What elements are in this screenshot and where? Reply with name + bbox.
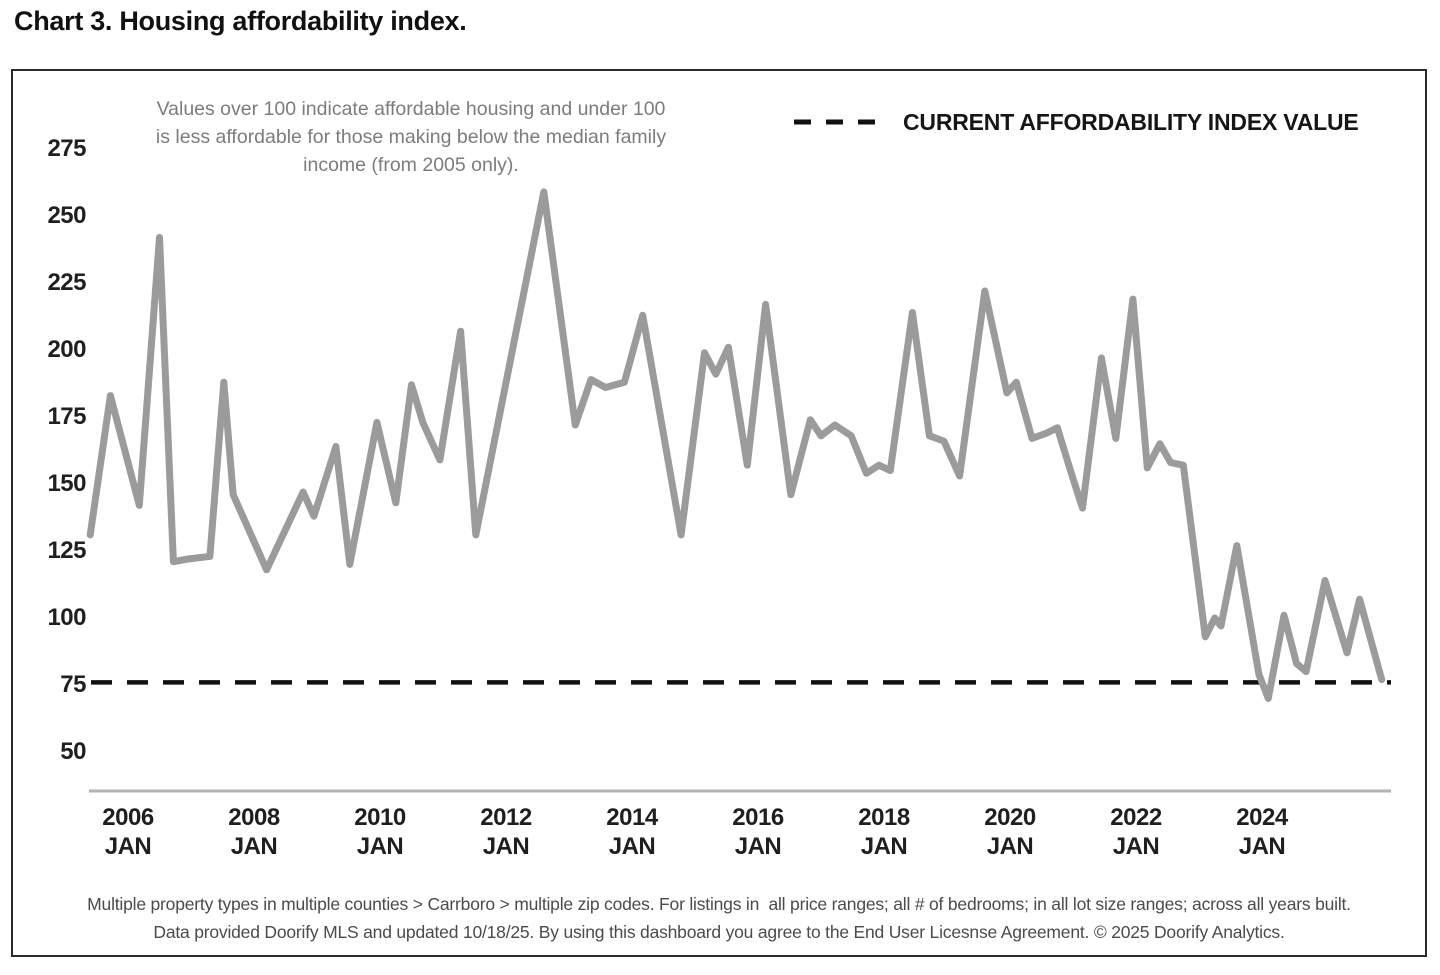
x-tick-month: JAN <box>734 833 782 860</box>
x-tick-year: 2024 <box>1236 804 1288 831</box>
x-tick-month: JAN <box>356 833 404 860</box>
affordability-plot <box>86 188 1391 793</box>
x-tick-year: 2018 <box>858 804 910 831</box>
x-tick-label: 2006 JAN <box>102 803 154 861</box>
footer-attribution-line: Data provided Doorify MLS and updated 10… <box>153 921 1285 942</box>
legend-dash-icon <box>794 119 882 125</box>
x-tick-label: 2020 JAN <box>984 803 1036 861</box>
x-tick-year: 2006 <box>102 804 154 831</box>
x-tick-year: 2012 <box>480 804 532 831</box>
x-tick-year: 2008 <box>228 804 280 831</box>
x-tick-month: JAN <box>1112 833 1160 860</box>
x-tick-month: JAN <box>104 833 152 860</box>
x-tick-label: 2012 JAN <box>480 803 532 861</box>
legend: CURRENT AFFORDABILITY INDEX VALUE <box>793 107 1359 137</box>
annotation-line-2: is less affordable for those making belo… <box>155 126 667 148</box>
annotation-line-1: Values over 100 indicate affordable hous… <box>156 98 666 120</box>
x-tick-month: JAN <box>986 833 1034 860</box>
chart-panel: Values over 100 indicate affordable hous… <box>11 69 1427 957</box>
x-tick-month: JAN <box>1238 833 1286 860</box>
y-tick-label: 100 <box>47 604 86 631</box>
y-tick-label: 200 <box>47 336 86 363</box>
x-tick-year: 2010 <box>354 804 406 831</box>
x-tick-month: JAN <box>860 833 908 860</box>
page-title: Chart 3. Housing affordability index. <box>14 6 467 36</box>
y-tick-label: 125 <box>47 537 86 564</box>
x-tick-label: 2024 JAN <box>1236 803 1288 861</box>
y-tick-label: 250 <box>47 202 86 229</box>
x-tick-label: 2008 JAN <box>228 803 280 861</box>
x-tick-month: JAN <box>230 833 278 860</box>
legend-label: CURRENT AFFORDABILITY INDEX VALUE <box>903 108 1359 135</box>
chart-annotation: Values over 100 indicate affordable hous… <box>121 95 701 179</box>
chart-footer: Multiple property types in multiple coun… <box>13 891 1425 946</box>
y-tick-label: 75 <box>60 671 86 698</box>
x-tick-year: 2020 <box>984 804 1036 831</box>
x-tick-year: 2016 <box>732 804 784 831</box>
x-tick-year: 2022 <box>1110 804 1162 831</box>
x-tick-month: JAN <box>482 833 530 860</box>
y-tick-label: 150 <box>47 470 86 497</box>
x-tick-label: 2016 JAN <box>732 803 784 861</box>
affordability-line <box>86 188 1386 702</box>
x-tick-label: 2010 JAN <box>354 803 406 861</box>
y-tick-label: 50 <box>60 738 86 765</box>
footer-filters-line: Multiple property types in multiple coun… <box>87 894 1351 914</box>
x-tick-month: JAN <box>608 833 656 860</box>
y-tick-label: 225 <box>47 269 86 296</box>
y-tick-label: 275 <box>47 135 86 162</box>
x-tick-label: 2022 JAN <box>1110 803 1162 861</box>
x-tick-label: 2014 JAN <box>606 803 658 861</box>
y-tick-label: 175 <box>47 403 86 430</box>
annotation-line-3: income (from 2005 only). <box>303 154 519 176</box>
x-tick-label: 2018 JAN <box>858 803 910 861</box>
x-tick-year: 2014 <box>606 804 658 831</box>
